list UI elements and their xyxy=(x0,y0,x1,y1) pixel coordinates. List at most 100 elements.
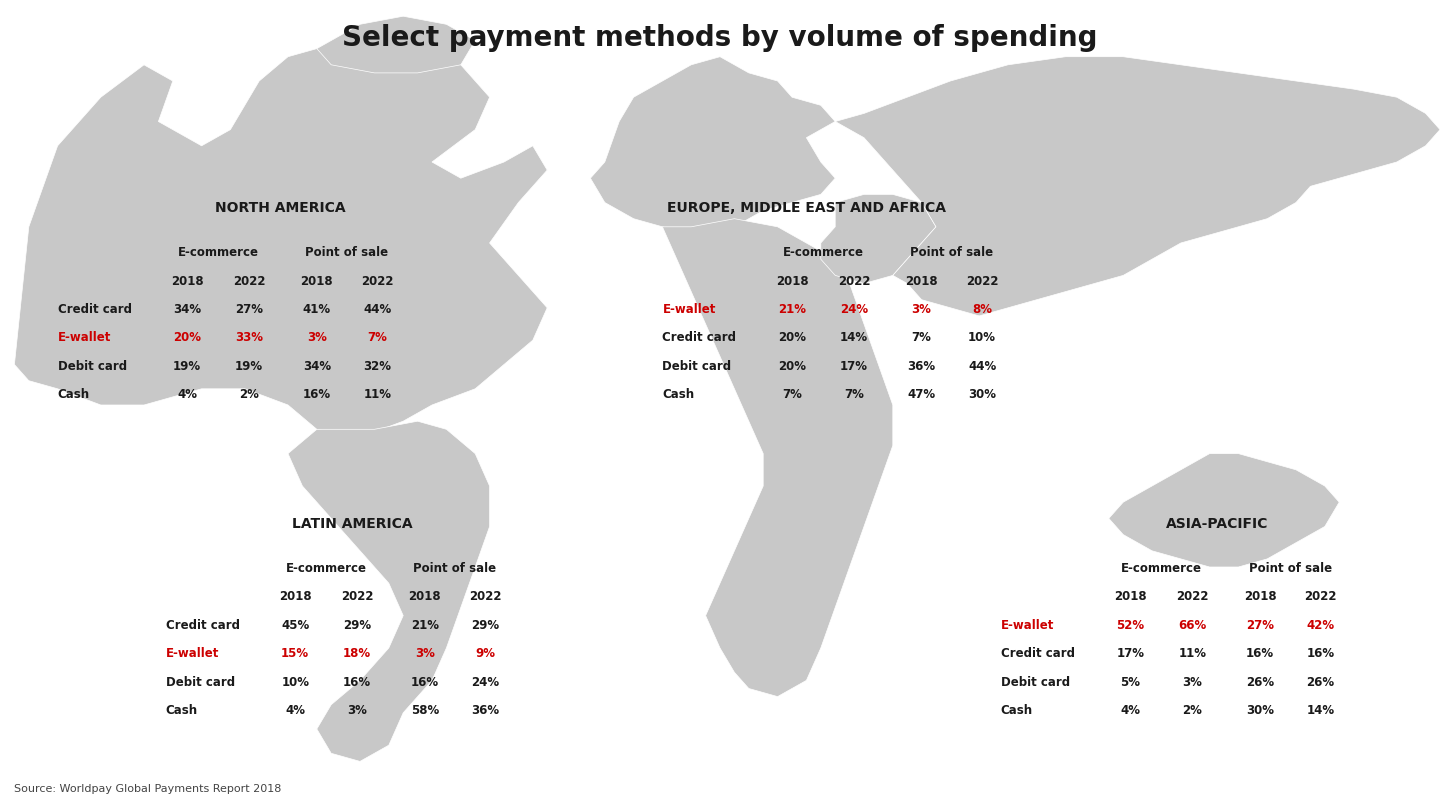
Text: 3%: 3% xyxy=(912,303,932,316)
Text: Debit card: Debit card xyxy=(1001,676,1070,688)
Text: 20%: 20% xyxy=(778,331,806,344)
Text: 16%: 16% xyxy=(343,676,372,688)
Text: 7%: 7% xyxy=(367,331,387,344)
Text: E-commerce: E-commerce xyxy=(782,246,864,259)
Polygon shape xyxy=(288,421,490,761)
Text: 24%: 24% xyxy=(840,303,868,316)
Text: 36%: 36% xyxy=(471,704,500,717)
Text: 18%: 18% xyxy=(343,647,372,660)
Text: 19%: 19% xyxy=(173,360,202,373)
Text: E-wallet: E-wallet xyxy=(166,647,219,660)
Text: 7%: 7% xyxy=(844,388,864,401)
Text: Debit card: Debit card xyxy=(58,360,127,373)
Text: Point of sale: Point of sale xyxy=(305,246,389,259)
Text: 2018: 2018 xyxy=(906,275,937,288)
Text: 10%: 10% xyxy=(281,676,310,688)
Text: 29%: 29% xyxy=(343,619,372,632)
Text: 52%: 52% xyxy=(1116,619,1145,632)
Text: 7%: 7% xyxy=(912,331,932,344)
Text: 34%: 34% xyxy=(173,303,202,316)
Text: Credit card: Credit card xyxy=(166,619,239,632)
Text: LATIN AMERICA: LATIN AMERICA xyxy=(292,517,413,531)
Text: 17%: 17% xyxy=(1116,647,1145,660)
Text: Point of sale: Point of sale xyxy=(910,246,994,259)
Text: 45%: 45% xyxy=(281,619,310,632)
Text: 47%: 47% xyxy=(907,388,936,401)
Text: 16%: 16% xyxy=(1306,647,1335,660)
Text: 3%: 3% xyxy=(307,331,327,344)
Text: Cash: Cash xyxy=(1001,704,1032,717)
Text: Credit card: Credit card xyxy=(1001,647,1074,660)
Text: 16%: 16% xyxy=(1246,647,1274,660)
Text: 16%: 16% xyxy=(410,676,439,688)
Polygon shape xyxy=(590,57,835,243)
Text: 27%: 27% xyxy=(1246,619,1274,632)
Text: 2022: 2022 xyxy=(1305,590,1336,603)
Text: 16%: 16% xyxy=(302,388,331,401)
Text: E-commerce: E-commerce xyxy=(177,246,259,259)
Text: 66%: 66% xyxy=(1178,619,1207,632)
Text: Source: Worldpay Global Payments Report 2018: Source: Worldpay Global Payments Report … xyxy=(14,784,282,794)
Text: Cash: Cash xyxy=(662,388,694,401)
Text: Select payment methods by volume of spending: Select payment methods by volume of spen… xyxy=(343,24,1097,53)
Text: 3%: 3% xyxy=(347,704,367,717)
Polygon shape xyxy=(662,219,893,697)
Text: 24%: 24% xyxy=(471,676,500,688)
Text: 19%: 19% xyxy=(235,360,264,373)
Text: 2022: 2022 xyxy=(233,275,265,288)
Text: EUROPE, MIDDLE EAST AND AFRICA: EUROPE, MIDDLE EAST AND AFRICA xyxy=(667,201,946,215)
Text: 4%: 4% xyxy=(1120,704,1140,717)
Text: 2022: 2022 xyxy=(469,590,501,603)
Text: 32%: 32% xyxy=(363,360,392,373)
Text: 2018: 2018 xyxy=(1244,590,1276,603)
Text: Point of sale: Point of sale xyxy=(413,562,497,575)
Polygon shape xyxy=(835,57,1440,316)
Text: 4%: 4% xyxy=(177,388,197,401)
Text: 20%: 20% xyxy=(778,360,806,373)
Text: ASIA-PACIFIC: ASIA-PACIFIC xyxy=(1165,517,1269,531)
Text: 34%: 34% xyxy=(302,360,331,373)
Text: 2%: 2% xyxy=(239,388,259,401)
Text: 2018: 2018 xyxy=(171,275,203,288)
Text: 11%: 11% xyxy=(363,388,392,401)
Text: NORTH AMERICA: NORTH AMERICA xyxy=(216,201,346,215)
Text: Cash: Cash xyxy=(58,388,89,401)
Text: 10%: 10% xyxy=(968,331,996,344)
Text: E-wallet: E-wallet xyxy=(58,331,111,344)
Text: 8%: 8% xyxy=(972,303,992,316)
Text: 41%: 41% xyxy=(302,303,331,316)
Text: 5%: 5% xyxy=(1120,676,1140,688)
Text: 15%: 15% xyxy=(281,647,310,660)
Text: 14%: 14% xyxy=(1306,704,1335,717)
Text: 2018: 2018 xyxy=(279,590,311,603)
Text: 3%: 3% xyxy=(415,647,435,660)
Text: 33%: 33% xyxy=(235,331,264,344)
Text: 2018: 2018 xyxy=(1115,590,1146,603)
Text: 30%: 30% xyxy=(1246,704,1274,717)
Text: 44%: 44% xyxy=(968,360,996,373)
Text: Debit card: Debit card xyxy=(166,676,235,688)
Text: 17%: 17% xyxy=(840,360,868,373)
Text: 4%: 4% xyxy=(285,704,305,717)
Text: 2022: 2022 xyxy=(341,590,373,603)
Polygon shape xyxy=(821,194,936,284)
Text: 27%: 27% xyxy=(235,303,264,316)
Text: E-commerce: E-commerce xyxy=(285,562,367,575)
Text: 11%: 11% xyxy=(1178,647,1207,660)
Text: Debit card: Debit card xyxy=(662,360,732,373)
Text: 9%: 9% xyxy=(475,647,495,660)
Text: E-commerce: E-commerce xyxy=(1120,562,1202,575)
Text: 29%: 29% xyxy=(471,619,500,632)
Text: 2018: 2018 xyxy=(776,275,808,288)
Text: 2022: 2022 xyxy=(361,275,393,288)
Text: 26%: 26% xyxy=(1306,676,1335,688)
Text: 7%: 7% xyxy=(782,388,802,401)
Polygon shape xyxy=(317,16,475,73)
Text: 14%: 14% xyxy=(840,331,868,344)
Text: 44%: 44% xyxy=(363,303,392,316)
Polygon shape xyxy=(14,40,547,437)
Text: Cash: Cash xyxy=(166,704,197,717)
Text: E-wallet: E-wallet xyxy=(662,303,716,316)
Text: 2018: 2018 xyxy=(301,275,333,288)
Text: 21%: 21% xyxy=(410,619,439,632)
